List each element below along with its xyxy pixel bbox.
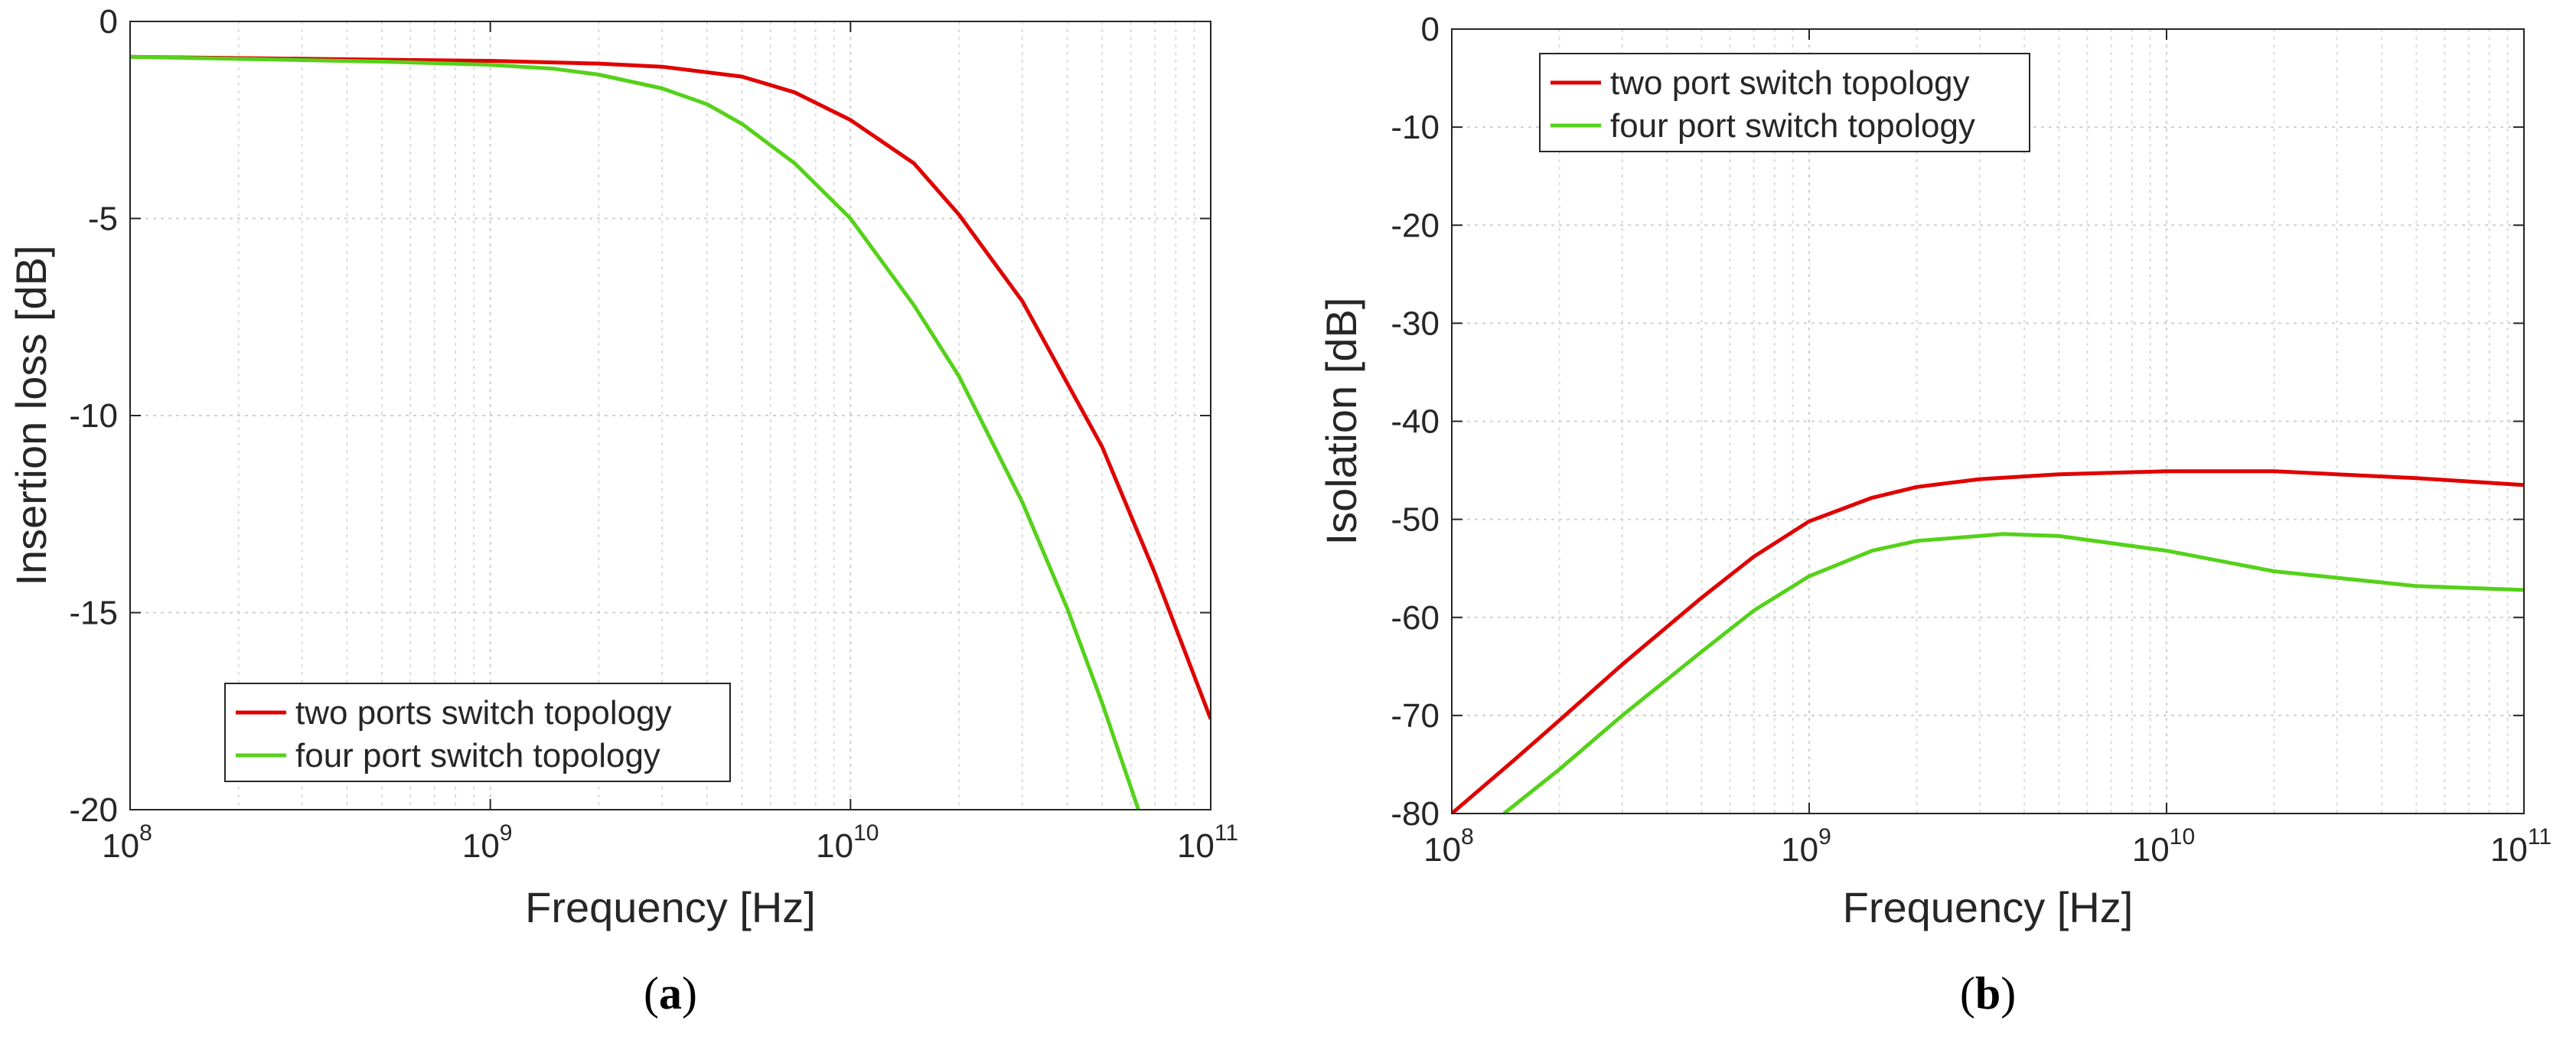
plot-area [130,21,1211,810]
legend-box [224,683,731,782]
y-tick-label: -5 [88,201,118,238]
y-tick-label: -40 [1391,403,1440,441]
y-tick-label: -70 [1391,697,1440,735]
y-tick-label: -10 [69,397,118,435]
x-axis-label: Frequency [Hz] [525,883,816,931]
y-tick-label: -20 [1391,207,1440,244]
y-tick-label: 0 [99,3,118,41]
legend-label-1: two port switch topology [1610,64,1970,102]
y-tick-label: -30 [1391,305,1440,342]
x-tick-label: 108 [1423,824,1474,869]
y-tick-label: -15 [69,595,118,632]
series-line-1 [1452,469,2524,814]
legend: two port switch topology four port switch… [1539,53,2030,152]
series-group [130,54,1211,810]
y-axis-label: Insertion loss [dB] [7,245,55,585]
series-line-1 [130,54,1211,720]
grid [130,21,1211,810]
legend: two ports switch topology four port switc… [224,683,731,782]
y-tick-label: -10 [1391,109,1440,146]
y-tick-label: -60 [1391,599,1440,637]
y-axis-label: Isolation [dB] [1317,298,1365,546]
legend-label-1: two ports switch topology [295,694,672,732]
x-tick-label: 1011 [1177,820,1238,865]
legend-label-2: four port switch topology [1610,107,1975,145]
legend-box [1539,53,2030,152]
x-tick-label: 1010 [816,820,879,865]
x-tick-label: 1011 [2490,824,2552,869]
y-tick-label: -50 [1391,501,1440,539]
legend-label-2: four port switch topology [295,737,660,774]
subfigure-caption: (b) [1960,968,2016,1019]
x-tick-label: 109 [1781,824,1831,869]
series-group [1452,469,2524,814]
y-tick-label: -80 [1391,795,1440,833]
y-tick-label: 0 [1421,11,1440,48]
x-tick-label: 108 [102,820,152,865]
y-tick-label: -20 [69,791,118,829]
subfigure-caption: (a) [644,968,697,1019]
x-axis-label: Frequency [Hz] [1843,883,2134,931]
series-line-2 [1502,532,2524,814]
x-tick-label: 1010 [2132,824,2195,869]
series-line-2 [130,54,1140,810]
x-tick-label: 109 [462,820,513,865]
